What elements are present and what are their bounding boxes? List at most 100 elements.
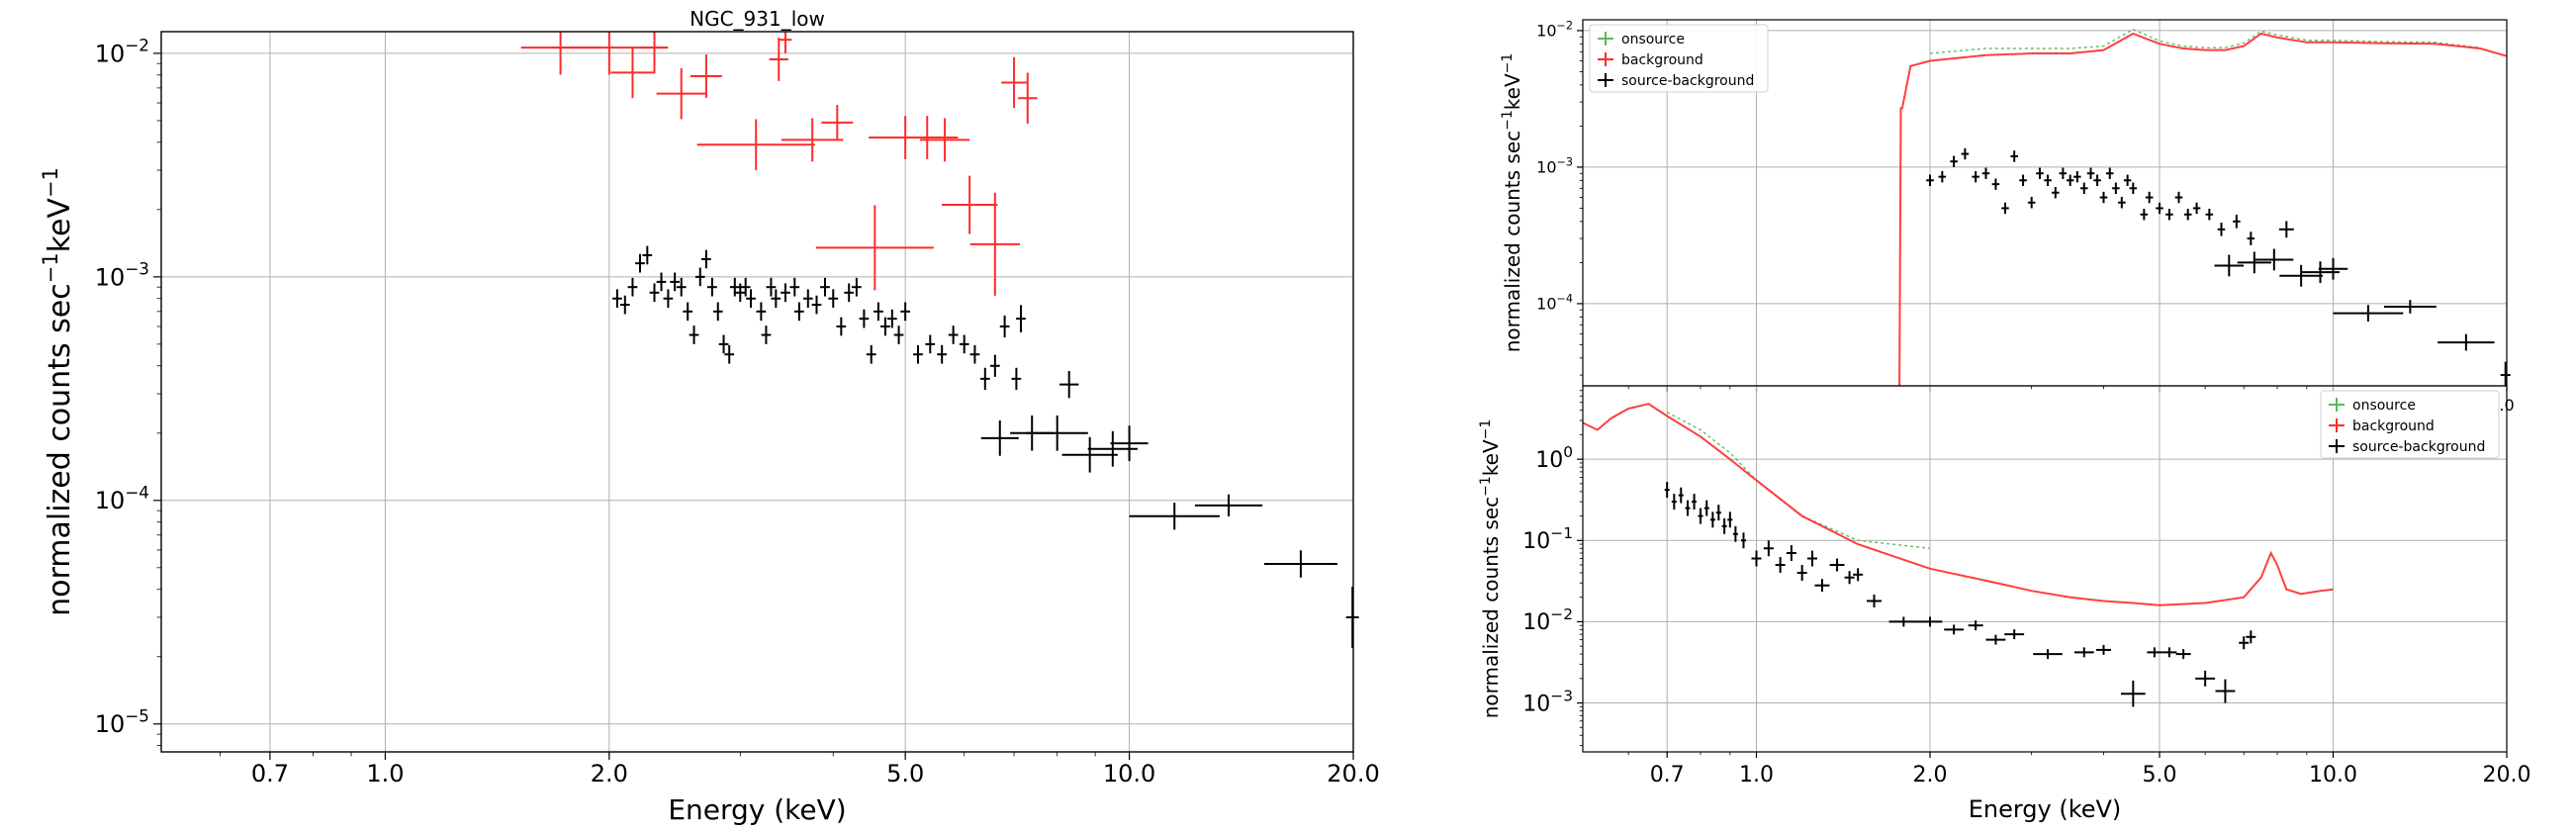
- data-point: [627, 277, 638, 297]
- data-point: [820, 277, 830, 297]
- data-point: [670, 272, 680, 292]
- upper-right-ylabel-text: normalized counts sec: [1501, 131, 1524, 352]
- data-point: [641, 32, 668, 73]
- data-point: [1685, 500, 1691, 516]
- y-tick-exponent: −2: [1550, 605, 1573, 623]
- y-tick-base: 10: [1535, 448, 1563, 473]
- data-point: [2066, 174, 2074, 187]
- y-tick-exponent: −2: [1557, 19, 1574, 32]
- data-point: [2278, 221, 2294, 238]
- data-point: [707, 277, 717, 297]
- y-tick-label: 10−3: [1536, 155, 1573, 176]
- upper-right-ylabel-sup1: −1: [1500, 110, 1516, 131]
- data-point: [969, 344, 980, 364]
- data-point: [2001, 202, 2009, 215]
- data-point: [1814, 579, 1830, 593]
- y-tick-base: 10: [95, 710, 126, 738]
- data-point: [2086, 167, 2095, 179]
- data-point: [2239, 636, 2250, 650]
- data-point: [1796, 565, 1807, 581]
- data-point: [1026, 415, 1088, 451]
- data-point: [2036, 167, 2044, 179]
- data-point: [1786, 545, 1796, 561]
- data-point: [1263, 550, 1337, 578]
- x-tick-label: 5.0: [886, 760, 924, 788]
- lower-right-legend: onsource background source-background: [2320, 390, 2500, 459]
- data-point: [2174, 191, 2183, 204]
- data-point: [712, 302, 723, 322]
- data-point: [619, 295, 630, 315]
- y-tick-label: 10−3: [1522, 687, 1573, 716]
- upper-right-y-axis-label: normalized counts sec−1keV−1: [1500, 53, 1524, 353]
- data-point: [2120, 680, 2146, 707]
- data-point: [1715, 505, 1721, 521]
- y-tick-exponent: −4: [1557, 292, 1574, 305]
- data-point: [896, 116, 959, 159]
- data-point: [821, 105, 854, 140]
- lower-right-x-axis-label: Energy (keV): [1969, 795, 2122, 823]
- data-point: [1018, 72, 1038, 124]
- y-tick-base: 10: [95, 263, 126, 291]
- data-point: [1985, 634, 2006, 645]
- data-point: [1972, 170, 1979, 183]
- data-point: [1709, 511, 1715, 528]
- data-point: [1775, 557, 1786, 573]
- data-point: [2073, 647, 2094, 658]
- y-tick-exponent: −1: [1550, 524, 1573, 542]
- data-point: [900, 302, 911, 322]
- data-point: [2033, 649, 2063, 660]
- data-point: [2129, 182, 2138, 195]
- data-point: [2096, 644, 2111, 655]
- data-point: [2093, 174, 2101, 187]
- data-point: [1981, 167, 1990, 179]
- data-point: [2279, 264, 2323, 287]
- y-tick-base: 10: [1522, 610, 1550, 635]
- data-point: [676, 277, 687, 297]
- data-point: [689, 325, 699, 344]
- data-point: [2162, 647, 2177, 658]
- upper-right-legend: onsource background source-background: [1589, 24, 1769, 93]
- legend-box: [1589, 24, 1769, 93]
- data-point: [1867, 594, 1882, 607]
- data-point: [2044, 174, 2052, 187]
- series-errorbars: [520, 32, 1038, 296]
- data-point: [793, 302, 804, 322]
- data-point: [969, 192, 1020, 296]
- x-tick-label: 2.0: [591, 760, 628, 788]
- data-point: [999, 315, 1010, 338]
- x-tick-label: 1.0: [366, 760, 404, 788]
- data-point: [2247, 232, 2255, 245]
- background-line: [1582, 403, 2334, 606]
- data-point: [1991, 178, 2000, 190]
- data-point: [2004, 629, 2025, 640]
- data-point: [756, 302, 767, 322]
- x-tick-label: 10.0: [1103, 760, 1155, 788]
- y-tick-base: 10: [1536, 158, 1556, 177]
- data-point: [2052, 187, 2060, 199]
- data-point: [2140, 209, 2149, 221]
- legend-label-background: background: [2352, 418, 2435, 434]
- data-point: [690, 54, 722, 98]
- data-point: [1692, 494, 1698, 510]
- data-point: [979, 367, 990, 390]
- data-point: [1806, 550, 1818, 567]
- data-point: [718, 334, 729, 354]
- main-ticks: 0.7 1.0 2.0 5.0 10.0 20.010−510−410−310−2: [95, 35, 1380, 788]
- upper-right-ylabel-mid: keV: [1501, 73, 1524, 110]
- y-tick-label: 10−1: [1522, 524, 1573, 554]
- data-point: [769, 38, 788, 81]
- data-point: [2217, 223, 2226, 236]
- data-point: [1938, 170, 1947, 183]
- onsource-line: [1666, 411, 1931, 550]
- data-point: [811, 295, 822, 315]
- data-point: [649, 283, 660, 303]
- x-tick-label: 0.7: [1650, 763, 1685, 788]
- data-point: [779, 32, 792, 53]
- y-tick-exponent: 0: [1563, 443, 1573, 461]
- data-point: [886, 309, 897, 328]
- x-tick-label: 20.0: [1327, 760, 1379, 788]
- data-point: [1664, 482, 1670, 499]
- data-point: [2112, 182, 2120, 195]
